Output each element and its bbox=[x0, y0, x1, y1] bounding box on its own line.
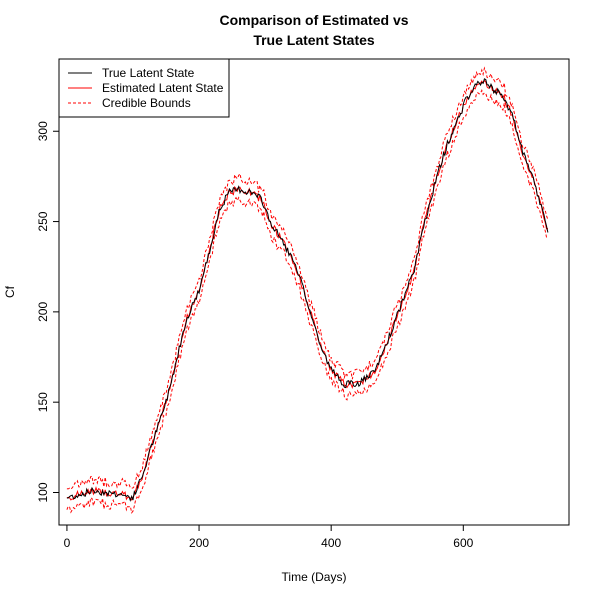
x-axis-label: Time (Days) bbox=[282, 570, 347, 584]
x-tick-label: 600 bbox=[453, 536, 473, 550]
series-true-latent-state bbox=[66, 78, 549, 502]
x-tick-label: 0 bbox=[64, 536, 71, 550]
chart-title-line-2: True Latent States bbox=[253, 32, 375, 48]
series-lower-credible-bound bbox=[66, 89, 549, 514]
y-tick-label: 250 bbox=[36, 211, 50, 231]
y-tick-label: 150 bbox=[36, 392, 50, 412]
y-tick-label: 200 bbox=[36, 302, 50, 322]
x-axis: 0 200 400 600 bbox=[64, 524, 474, 550]
x-tick-label: 400 bbox=[321, 536, 341, 550]
y-tick-label: 100 bbox=[36, 482, 50, 502]
legend: True Latent State Estimated Latent State… bbox=[58, 58, 230, 118]
series-upper-credible-bound bbox=[66, 66, 549, 490]
series-layer bbox=[66, 66, 549, 514]
y-axis: 100 150 200 250 300 bbox=[36, 121, 60, 503]
chart-title-line-1: Comparison of Estimated vs bbox=[219, 12, 408, 28]
legend-label-true-state: True Latent State bbox=[102, 66, 195, 80]
x-tick-label: 200 bbox=[189, 536, 209, 550]
legend-label-credible-bounds: Credible Bounds bbox=[102, 96, 191, 110]
y-axis-label: Cf bbox=[3, 285, 17, 298]
legend-label-estimated-state: Estimated Latent State bbox=[102, 81, 224, 95]
y-tick-label: 300 bbox=[36, 121, 50, 141]
